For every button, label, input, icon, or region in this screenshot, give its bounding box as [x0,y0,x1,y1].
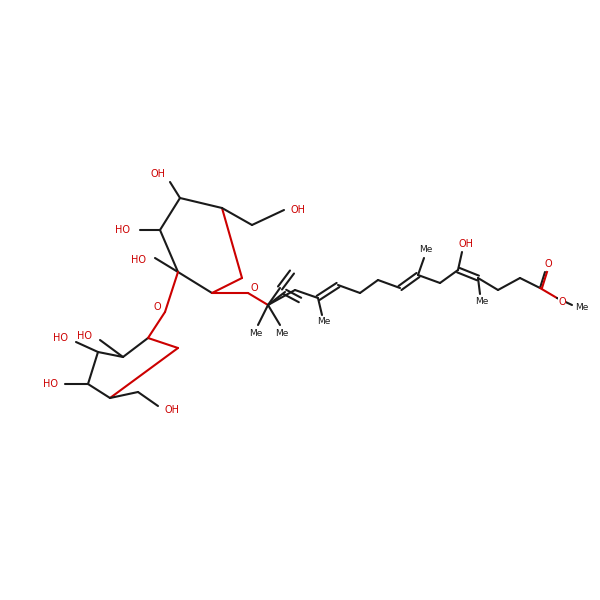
Text: HO: HO [53,333,67,343]
Text: HO: HO [77,331,91,341]
Text: Me: Me [317,317,331,326]
Text: Me: Me [419,245,433,254]
Text: HO: HO [115,225,130,235]
Text: O: O [544,259,552,269]
Text: OH: OH [151,169,166,179]
Text: HO: HO [131,255,146,265]
Text: Me: Me [275,329,289,338]
Text: Me: Me [250,329,263,338]
Text: OH: OH [164,405,179,415]
Text: OH: OH [290,205,305,215]
Text: O: O [250,283,258,293]
Text: O: O [153,302,161,312]
Text: HO: HO [43,379,58,389]
Text: O: O [558,297,566,307]
Text: Me: Me [575,304,589,313]
Text: OH: OH [458,239,473,249]
Text: Me: Me [475,298,488,307]
